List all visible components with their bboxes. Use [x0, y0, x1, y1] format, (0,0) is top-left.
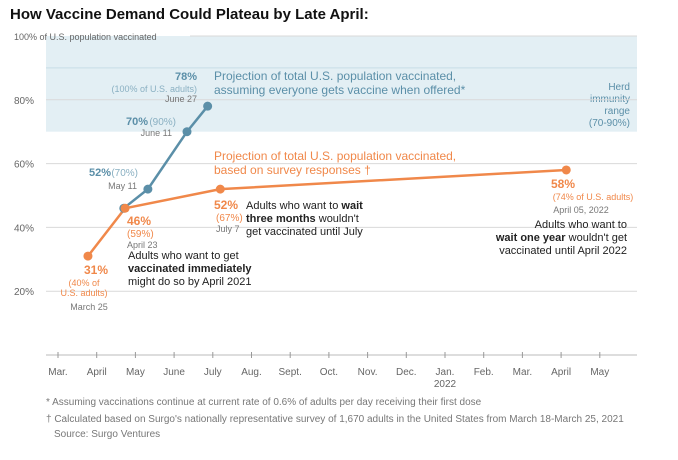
- data-point-survey-responses: [215, 184, 225, 194]
- annotation-date-orange: April 23: [127, 240, 158, 250]
- x-tick-label: Oct.: [320, 367, 338, 378]
- series-label-survey-responses: based on survey responses †: [214, 163, 371, 177]
- annotation-value-blue: 52%: [89, 167, 111, 179]
- x-tick-label: Mar.: [513, 367, 532, 378]
- annotation-sub-orange: (74% of U.S. adults): [553, 192, 634, 202]
- y-tick-label: 40%: [14, 223, 34, 234]
- x-tick-label: Sept.: [279, 367, 302, 378]
- data-point-survey-responses: [561, 165, 571, 175]
- annotation-sub-blue: (90%): [149, 117, 176, 128]
- annotation-sub-orange: U.S. adults): [60, 288, 107, 298]
- annotation-date-blue: May 11: [108, 181, 137, 191]
- annotation-date-blue: June 11: [141, 128, 172, 138]
- annotation-sub-orange: (59%): [127, 229, 154, 240]
- annotation-sub-blue: (70%): [111, 168, 138, 179]
- annotation-sub-orange: (40% of: [68, 278, 100, 288]
- series-label-assuming-everyone: Projection of total U.S. population vacc…: [214, 69, 456, 83]
- x-tick-label: Feb.: [474, 367, 494, 378]
- annotation-description: Adults who want to wait: [246, 200, 363, 212]
- x-tick-label: Mar.: [48, 367, 67, 378]
- data-point-survey-responses: [83, 251, 93, 261]
- annotation-description: get vaccinated until July: [246, 226, 363, 238]
- series-line-assuming-everyone: [123, 105, 209, 210]
- x-tick-label: Nov.: [358, 367, 378, 378]
- x-tick-label: Jan.: [436, 367, 455, 378]
- annotation-value-blue: 78%: [175, 71, 197, 83]
- annotation-value-orange: 52%: [214, 198, 238, 212]
- annotation-value-orange: 58%: [551, 177, 575, 191]
- series-label-survey-responses: Projection of total U.S. population vacc…: [214, 149, 456, 163]
- x-tick-label: April: [87, 367, 107, 378]
- y-tick-label: 60%: [14, 160, 34, 171]
- annotation-description: vaccinated immediately: [128, 263, 252, 275]
- x-tick-label: June: [163, 367, 185, 378]
- annotation-value-orange: 46%: [127, 214, 151, 228]
- annotation-description: three months wouldn't: [246, 213, 359, 225]
- x-tick-label: May: [126, 367, 145, 378]
- data-point-assuming-everyone: [182, 127, 192, 137]
- annotation-value-orange: 31%: [84, 263, 108, 277]
- data-point-assuming-everyone: [203, 101, 213, 111]
- annotation-description: Adults who want to: [535, 219, 627, 231]
- herd-immunity-label: range: [604, 106, 630, 117]
- y-tick-label: 20%: [14, 287, 34, 298]
- data-point-survey-responses: [120, 203, 130, 213]
- series-label-assuming-everyone: assuming everyone gets vaccine when offe…: [214, 83, 466, 97]
- chart-title: How Vaccine Demand Could Plateau by Late…: [10, 6, 369, 23]
- footnote-2: † Calculated based on Surgo's nationally…: [46, 414, 624, 425]
- annotation-date-orange: April 05, 2022: [553, 205, 609, 215]
- annotation-description: Adults who want to get: [128, 250, 239, 262]
- y-tick-label: 80%: [14, 96, 34, 107]
- x-tick-label: Aug.: [241, 367, 262, 378]
- annotation-description: vaccinated until April 2022: [499, 245, 627, 257]
- herd-immunity-label: Herd: [608, 82, 630, 93]
- series-line-survey-responses: [86, 168, 567, 257]
- annotation-date-blue: June 27: [165, 94, 197, 104]
- x-tick-label: May: [590, 367, 609, 378]
- x-tick-label: Dec.: [396, 367, 417, 378]
- y-tick-label: 100% of U.S. population vaccinated: [14, 32, 157, 42]
- annotation-sub-blue: (100% of U.S. adults): [111, 84, 197, 94]
- source-note: Source: Surgo Ventures: [54, 429, 160, 440]
- annotation-value-blue: 70%: [126, 116, 148, 128]
- x-tick-label: July: [204, 367, 222, 378]
- annotation-date-orange: March 25: [70, 302, 108, 312]
- annotation-description: might do so by April 2021: [128, 276, 252, 288]
- herd-immunity-label: (70-90%): [589, 118, 630, 129]
- herd-immunity-band: [46, 36, 637, 132]
- x-year-label: 2022: [434, 379, 457, 390]
- annotation-description: wait one year wouldn't get: [495, 232, 627, 244]
- data-point-assuming-everyone: [143, 184, 153, 194]
- footnote-1: * Assuming vaccinations continue at curr…: [46, 397, 482, 408]
- annotation-date-orange: July 7: [216, 224, 240, 234]
- annotation-sub-orange: (67%): [216, 213, 243, 224]
- x-tick-label: April: [551, 367, 571, 378]
